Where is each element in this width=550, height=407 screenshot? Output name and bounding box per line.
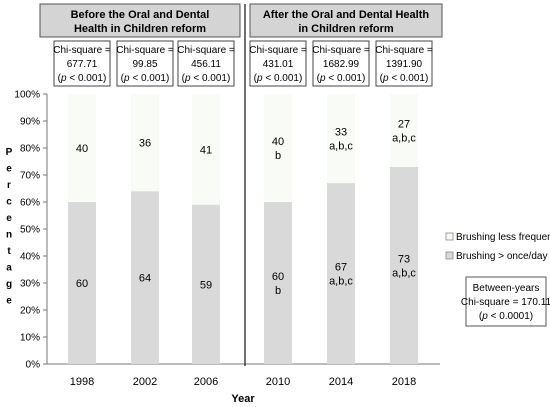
stat-box-pvalue: (p < 0.001) <box>317 73 366 84</box>
data-label-less-2014: 33 <box>335 127 347 139</box>
bar-brushing-more-2014 <box>327 183 355 364</box>
stat-box-value: 1391.90 <box>386 59 423 70</box>
data-label-less-2014-significance: a,b,c <box>329 141 353 153</box>
legend-swatch-less <box>445 232 454 241</box>
bar-brushing-less-1998 <box>68 94 96 202</box>
data-label-less-2006: 41 <box>200 144 212 156</box>
bar-brushing-more-2010 <box>264 202 292 364</box>
stat-box-pvalue: (p < 0.001) <box>254 73 303 84</box>
bar-brushing-more-2018 <box>390 166 418 364</box>
y-tick-label: 60% <box>20 198 40 209</box>
data-label-more-1998: 60 <box>76 278 88 290</box>
x-tick-labels: 1998 2002 2006 2010 2014 2018 <box>70 376 416 388</box>
stat-box-2010: Chi-square = 431.01 (p < 0.001) <box>249 40 307 87</box>
period-header-after: After the Oral and Dental Health in Chil… <box>249 3 443 38</box>
stat-box-2014: Chi-square = 1682.99 (p < 0.001) <box>312 40 370 87</box>
bar-brushing-less-2010 <box>264 94 292 202</box>
data-label-less-2010-significance: b <box>275 150 281 162</box>
between-years-chi: Chi-square = 170.11 <box>461 297 550 308</box>
y-tick-label: 70% <box>20 171 40 182</box>
period-header-after-line1: After the Oral and Dental Health <box>263 9 430 21</box>
data-label-more-2014: 67 <box>335 262 347 274</box>
stat-box-2006: Chi-square = 456.11 (p < 0.001) <box>177 40 235 87</box>
between-years-title: Between-years <box>473 283 540 294</box>
stat-box-label: Chi-square = <box>249 45 307 56</box>
data-label-less-2002: 36 <box>139 138 151 150</box>
y-axis: 0% 10% 20% 30% 40% 50% 60% 70% 80% 90% 100% <box>14 90 48 371</box>
stat-box-value: 677.71 <box>67 59 98 70</box>
stat-box-value: 431.01 <box>263 59 294 70</box>
stat-box-label: Chi-square = <box>312 45 370 56</box>
data-label-more-2018-significance: a,b,c <box>392 267 416 279</box>
stat-box-pvalue: (p < 0.001) <box>58 73 107 84</box>
stat-box-pvalue: (p < 0.001) <box>182 73 231 84</box>
y-tick-label: 0% <box>26 360 41 371</box>
period-header-before-line1: Before the Oral and Dental <box>71 9 210 21</box>
data-label-more-2002: 64 <box>139 273 151 285</box>
stat-box-2002: Chi-square = 99.85 (p < 0.001) <box>116 40 174 87</box>
y-tick-label: 90% <box>20 117 40 128</box>
y-tick-label: 30% <box>20 279 40 290</box>
bar-brushing-more-1998 <box>68 202 96 364</box>
y-tick-label: 20% <box>20 306 40 317</box>
x-tick-label-2006: 2006 <box>194 376 218 388</box>
x-tick-label-2002: 2002 <box>133 376 157 388</box>
legend-swatch-more <box>445 251 454 260</box>
data-label-less-2010: 40 <box>272 136 284 148</box>
stat-box-label: Chi-square = <box>53 45 111 56</box>
bar-brushing-less-2014 <box>327 94 355 184</box>
stat-box-1998: Chi-square = 677.71 (p < 0.001) <box>53 40 111 87</box>
x-tick-label-2018: 2018 <box>392 376 416 388</box>
stat-box-label: Chi-square = <box>116 45 174 56</box>
stat-box-pvalue: (p < 0.001) <box>121 73 170 84</box>
x-tick-label-2010: 2010 <box>266 376 290 388</box>
data-label-more-2018: 73 <box>398 253 410 265</box>
period-header-before: Before the Oral and Dental Health in Chi… <box>39 3 241 38</box>
y-tick-label: 100% <box>14 90 40 101</box>
year-stat-boxes: Chi-square =677.71(p < 0.001)Chi-square … <box>53 40 433 87</box>
period-header-after-line2: in Children reform <box>298 23 394 35</box>
x-axis-title: Year <box>231 393 255 405</box>
bar-brushing-more-2002 <box>131 191 159 364</box>
stat-box-label: Chi-square = <box>177 45 235 56</box>
legend-label-more: Brushing > once/day <box>456 251 547 262</box>
y-tick-label: 80% <box>20 144 40 155</box>
stat-box-value: 1682.99 <box>323 59 360 70</box>
x-tick-label-1998: 1998 <box>70 376 94 388</box>
legend: Brushing less frequently Brushing > once… <box>445 232 550 262</box>
stat-box-2018: Chi-square = 1391.90 (p < 0.001) <box>375 40 433 87</box>
data-label-less-1998: 40 <box>76 143 88 155</box>
data-label-more-2006: 59 <box>200 279 212 291</box>
stat-box-value: 99.85 <box>132 59 157 70</box>
stat-box-label: Chi-square = <box>375 45 433 56</box>
data-label-more-2010-significance: b <box>275 285 281 297</box>
between-years-box: Between-years Chi-square = 170.11 (p < 0… <box>461 276 550 327</box>
y-tick-label: 40% <box>20 252 40 263</box>
x-tick-label-2014: 2014 <box>329 376 353 388</box>
bar-brushing-less-2018 <box>390 94 418 167</box>
y-tick-label: 10% <box>20 333 40 344</box>
period-header-before-line2: Health in Children reform <box>74 23 206 35</box>
between-years-p: (p < 0.0001) <box>479 311 533 322</box>
y-tick-label: 50% <box>20 225 40 236</box>
stat-box-pvalue: (p < 0.001) <box>380 73 429 84</box>
data-label-less-2018: 27 <box>398 118 410 130</box>
stat-box-value: 456.11 <box>191 59 221 70</box>
data-label-less-2018-significance: a,b,c <box>392 132 416 144</box>
legend-label-less: Brushing less frequently <box>456 232 550 243</box>
data-label-more-2014-significance: a,b,c <box>329 276 353 288</box>
bars: 60 40 64 36 59 41 60 b 40 b 67 a,b,c 33 a,b,c 73 a,b,c 2… <box>68 94 418 364</box>
bar-brushing-more-2006 <box>192 204 220 364</box>
data-label-more-2010: 60 <box>272 271 284 283</box>
bar-brushing-less-2006 <box>192 94 220 205</box>
bar-brushing-less-2002 <box>131 94 159 192</box>
